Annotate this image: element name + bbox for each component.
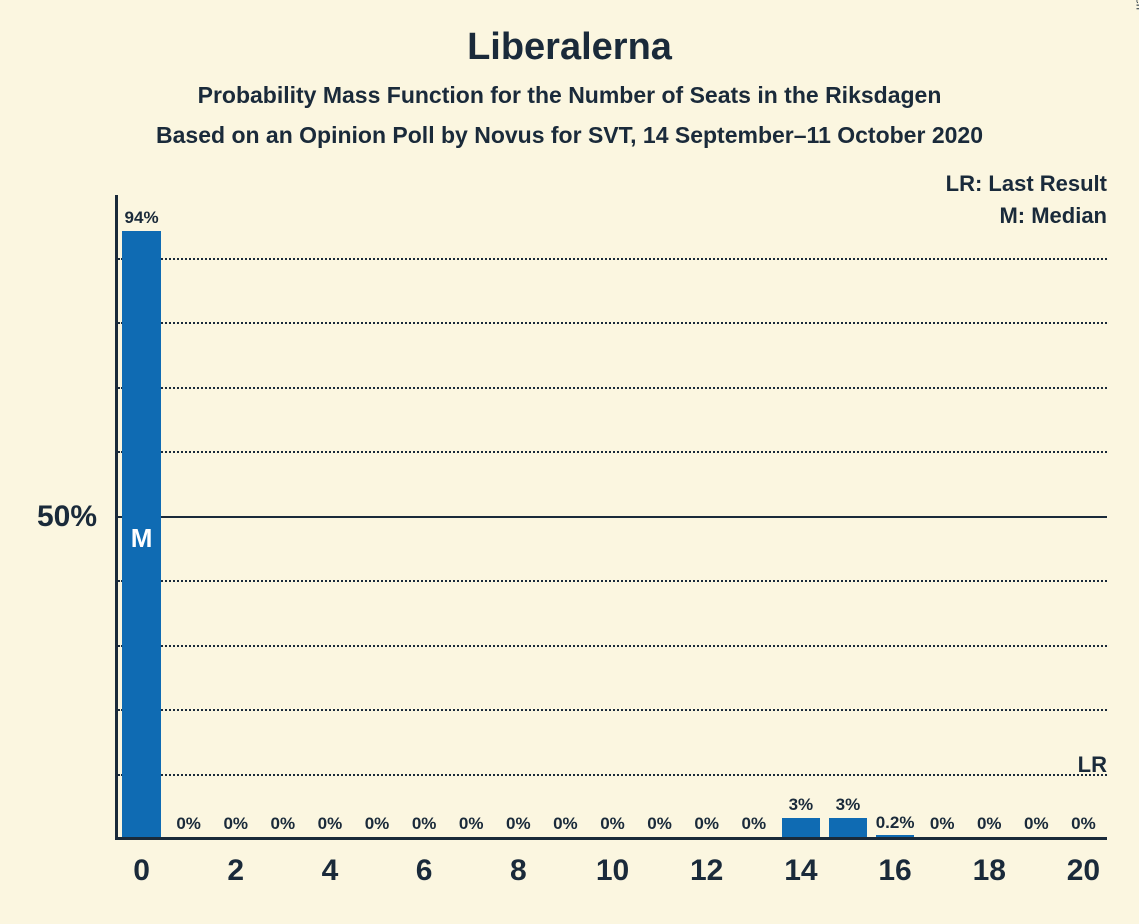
bar-value-label: 0%	[1071, 814, 1096, 834]
gridline	[118, 709, 1107, 711]
y-axis-50-label: 50%	[37, 500, 97, 534]
median-marker: M	[131, 523, 153, 554]
plot-area: LR: Last Result M: Median LR94%M0%0%0%0%…	[115, 195, 1107, 840]
bar-value-label: 0%	[694, 814, 719, 834]
copyright-text: © 2020 Filip van Laenen	[1133, 0, 1139, 10]
bar-value-label: 0%	[318, 814, 343, 834]
chart-subtitle-1: Probability Mass Function for the Number…	[0, 82, 1139, 109]
bar-value-label: 0%	[930, 814, 955, 834]
bar-value-label: 0%	[553, 814, 578, 834]
gridline	[118, 451, 1107, 453]
x-tick-label: 14	[784, 854, 817, 888]
bar-value-label: 0%	[1024, 814, 1049, 834]
x-tick-label: 12	[690, 854, 723, 888]
bar-value-label: 0%	[977, 814, 1002, 834]
x-tick-label: 16	[878, 854, 911, 888]
bar-value-label: 0%	[223, 814, 248, 834]
bar-value-label: 0%	[506, 814, 531, 834]
gridline	[118, 387, 1107, 389]
bar-value-label: 0%	[176, 814, 201, 834]
bar-value-label: 0%	[647, 814, 672, 834]
bar	[876, 835, 915, 837]
gridline	[118, 322, 1107, 324]
lr-marker: LR	[1078, 752, 1107, 778]
legend-m: M: Median	[999, 203, 1107, 229]
chart-subtitle-2: Based on an Opinion Poll by Novus for SV…	[0, 122, 1139, 149]
bar-value-label: 0%	[741, 814, 766, 834]
gridline	[118, 580, 1107, 582]
gridline	[118, 645, 1107, 647]
bar	[829, 818, 868, 837]
bar-value-label: 0.2%	[876, 813, 915, 833]
bar-value-label: 0%	[365, 814, 390, 834]
bar-value-label: 0%	[459, 814, 484, 834]
x-tick-label: 18	[973, 854, 1006, 888]
legend-lr: LR: Last Result	[946, 171, 1107, 197]
chart-title-main: Liberalerna	[0, 26, 1139, 69]
bar-value-label: 3%	[836, 795, 861, 815]
x-axis	[115, 837, 1107, 840]
bar-value-label: 0%	[412, 814, 437, 834]
bar-value-label: 94%	[125, 208, 159, 228]
x-tick-label: 8	[510, 854, 527, 888]
x-tick-label: 10	[596, 854, 629, 888]
bar-value-label: 3%	[789, 795, 814, 815]
x-tick-label: 6	[416, 854, 433, 888]
x-tick-label: 4	[322, 854, 339, 888]
y-axis	[115, 195, 118, 840]
gridline	[118, 774, 1107, 776]
bar-value-label: 0%	[600, 814, 625, 834]
gridline-major	[118, 516, 1107, 518]
bar-value-label: 0%	[271, 814, 296, 834]
bar	[782, 818, 821, 837]
chart-canvas: © 2020 Filip van Laenen Liberalerna Prob…	[0, 0, 1139, 924]
x-tick-label: 2	[227, 854, 244, 888]
x-tick-label: 20	[1067, 854, 1100, 888]
gridline	[118, 258, 1107, 260]
x-tick-label: 0	[133, 854, 150, 888]
